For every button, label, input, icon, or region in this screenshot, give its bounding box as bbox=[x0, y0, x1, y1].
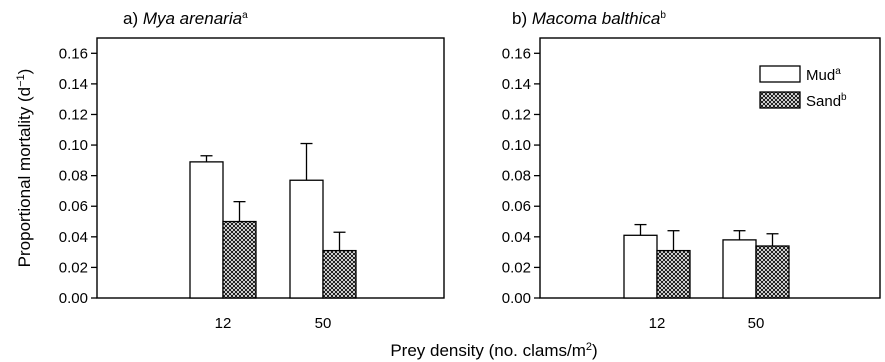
panel-a-y-tick-label: 0.06 bbox=[59, 198, 88, 215]
panel-b-frame bbox=[539, 37, 881, 299]
legend: Muda Sandb bbox=[759, 65, 847, 110]
panel-b-y-tick-label: 0.12 bbox=[502, 106, 531, 123]
panel-a-y-tick-label: 0.10 bbox=[59, 137, 88, 154]
panel-b-bar-mud-50 bbox=[722, 239, 757, 299]
panel-a-y-tick-label: 0.04 bbox=[59, 229, 88, 246]
legend-swatch-mud bbox=[759, 65, 801, 83]
legend-label-mud: Muda bbox=[806, 66, 841, 84]
panel-b-y-tick-label: 0.08 bbox=[502, 168, 531, 185]
panel-a-bar-sand-12 bbox=[222, 220, 257, 299]
panel-a-bar-sand-50 bbox=[322, 249, 357, 299]
legend-label-sand: Sandb bbox=[806, 92, 847, 110]
panel-b-y-tick-label: 0.06 bbox=[502, 198, 531, 215]
panel-a-x-tick-label: 12 bbox=[215, 315, 232, 332]
panel-a-y-tick-label: 0.12 bbox=[59, 106, 88, 123]
panel-b-bar-mud-12 bbox=[623, 234, 658, 299]
panel-a-y-tick-label: 0.08 bbox=[59, 168, 88, 185]
panel-a-title: a) Mya arenariaa bbox=[123, 9, 248, 28]
panel-b-y-tick-label: 0.02 bbox=[502, 259, 531, 276]
panel-a-bar-mud-50 bbox=[289, 179, 324, 299]
panel-b-y-tick-label: 0.04 bbox=[502, 229, 531, 246]
panel-b-y-tick-label: 0.16 bbox=[502, 45, 531, 62]
panel-a-y-tick-label: 0.16 bbox=[59, 45, 88, 62]
panel-a-bar-mud-12 bbox=[189, 161, 224, 299]
panel-b-x-tick-label: 12 bbox=[649, 315, 666, 332]
panel-b-x-tick-label: 50 bbox=[748, 315, 765, 332]
panel-b-y-tick-label: 0.10 bbox=[502, 137, 531, 154]
panel-b-title: b) Macoma balthicab bbox=[512, 9, 666, 28]
panel-b-y-tick-label: 0.00 bbox=[502, 290, 531, 307]
panel-a-y-tick-label: 0.02 bbox=[59, 259, 88, 276]
panel-a-y-tick-label: 0.00 bbox=[59, 290, 88, 307]
panel-a-y-tick-label: 0.14 bbox=[59, 76, 88, 93]
panel-b-bar-sand-12 bbox=[656, 249, 691, 299]
panel-a-frame bbox=[96, 37, 445, 299]
x-axis-title: Prey density (no. clams/m2) bbox=[390, 341, 597, 360]
panel-b-y-tick-label: 0.14 bbox=[502, 76, 531, 93]
panel-b-bar-sand-50 bbox=[755, 245, 790, 299]
panel-a-x-tick-label: 50 bbox=[315, 315, 332, 332]
y-axis-title: Proportional mortality (d−1) bbox=[15, 69, 34, 268]
legend-swatch-sand bbox=[759, 91, 801, 109]
